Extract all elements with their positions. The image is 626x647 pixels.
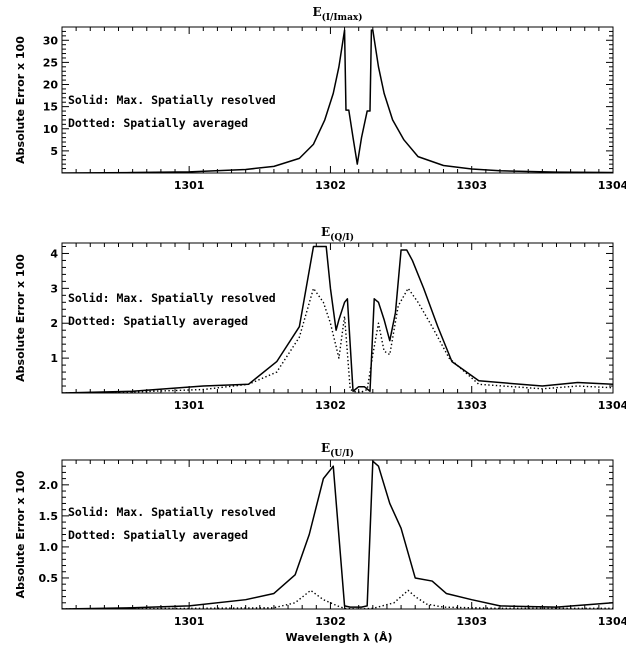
y-tick-label: 15	[43, 101, 58, 114]
y-tick-label: 1.5	[39, 510, 59, 523]
panel-title-subscript: (I/Imax)	[322, 12, 363, 23]
y-tick-label: 2.0	[39, 479, 59, 492]
x-tick-label: 1304	[598, 399, 626, 412]
panel-title: E(I/Imax)	[312, 5, 362, 23]
y-axis-title: Absolute Error x 100	[14, 254, 27, 382]
y-tick-label: 4	[50, 247, 58, 260]
x-tick-label: 1302	[315, 179, 346, 192]
series-solid-line	[62, 460, 613, 609]
panel-title-main: E	[321, 225, 330, 239]
x-axis-title: Wavelength λ (Å)	[285, 631, 392, 644]
x-tick-label: 1303	[456, 399, 487, 412]
y-tick-label: 2	[50, 317, 58, 330]
x-tick-label: 1304	[598, 179, 626, 192]
y-tick-label: 1.0	[39, 541, 59, 554]
panel-title-main: E	[321, 441, 330, 455]
x-tick-label: 1302	[315, 399, 346, 412]
panel-title-subscript: (U/I)	[330, 448, 354, 459]
x-tick-label: 1303	[456, 615, 487, 628]
x-tick-label: 1301	[174, 615, 205, 628]
chart-panel-3: 1301 1302 1303 1304 0.5 1.0 1.5 2.0 Absolute Err…	[14, 441, 626, 628]
legend-entry: Dotted: Spatially averaged	[68, 314, 248, 328]
x-tick-label: 1303	[456, 179, 487, 192]
y-axis-title: Absolute Error x 100	[14, 36, 27, 164]
plot-frame	[61, 26, 614, 174]
y-tick-label: 20	[43, 79, 59, 92]
plot-frame	[61, 242, 614, 394]
panel-title-subscript: (Q/I)	[330, 232, 354, 243]
x-tick-label: 1301	[174, 399, 205, 412]
y-tick-label: 3	[50, 282, 58, 295]
panel-title: E(Q/I)	[321, 225, 354, 243]
x-tick-label: 1301	[174, 179, 205, 192]
series-solid-line	[62, 245, 613, 393]
chart-panel-1: 1301 1302 1303 1304 5 10 15 20 25 30 Absolute Erro…	[14, 5, 626, 192]
panel-title-main: E	[312, 5, 321, 19]
y-tick-label: 1	[50, 352, 58, 365]
y-tick-label: 30	[43, 34, 59, 47]
y-tick-label: 10	[43, 123, 59, 136]
legend-entry: Dotted: Spatially averaged	[68, 116, 248, 130]
legend-entry: Solid: Max. Spatially resolved	[68, 505, 276, 519]
x-tick-label: 1304	[598, 615, 626, 628]
legend-entry: Solid: Max. Spatially resolved	[68, 291, 276, 305]
y-axis-title: Absolute Error x 100	[14, 470, 27, 598]
chart-panel-2: 1301 1302 1303 1304 1 2 3 4 Absolute Error x 100…	[14, 225, 626, 412]
y-tick-label: 25	[43, 56, 58, 69]
legend-entry: Solid: Max. Spatially resolved	[68, 93, 276, 107]
y-tick-label: 5	[50, 145, 58, 158]
x-tick-label: 1302	[315, 615, 346, 628]
panel-title: E(U/I)	[321, 441, 354, 459]
legend-entry: Dotted: Spatially averaged	[68, 528, 248, 542]
y-tick-label: 0.5	[39, 572, 59, 585]
series-solid-line	[62, 29, 613, 173]
